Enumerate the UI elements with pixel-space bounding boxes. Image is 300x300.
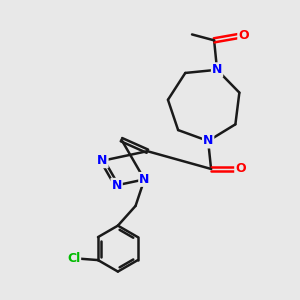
Text: N: N (203, 134, 213, 148)
Text: N: N (139, 173, 150, 186)
Text: N: N (97, 154, 108, 167)
Text: N: N (212, 63, 222, 76)
Text: N: N (111, 179, 122, 192)
Text: O: O (238, 29, 249, 42)
Text: Cl: Cl (67, 252, 80, 265)
Text: O: O (235, 163, 246, 176)
